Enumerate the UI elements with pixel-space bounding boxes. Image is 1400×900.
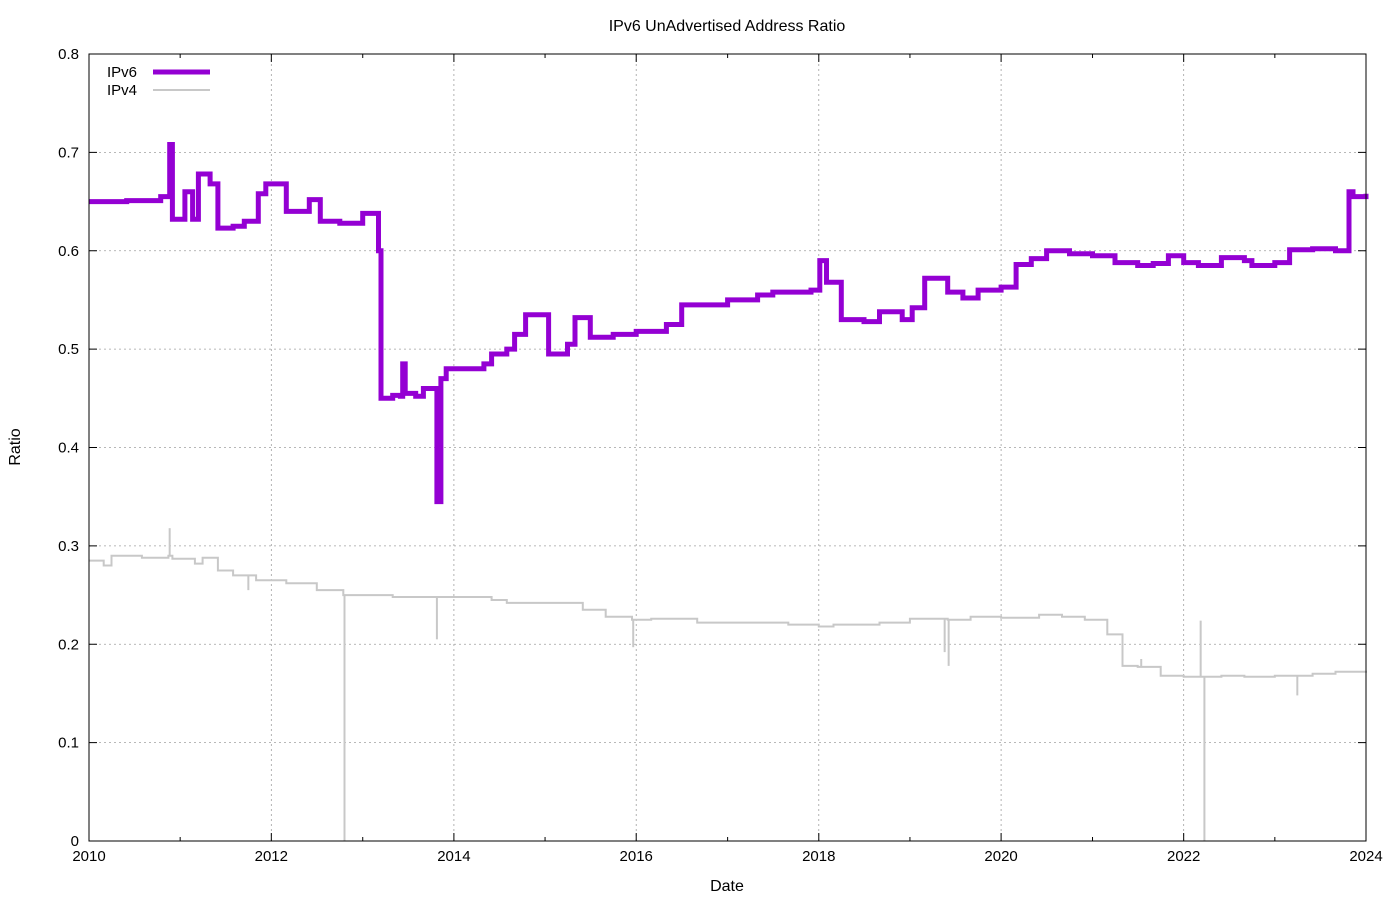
series-line-ipv4	[89, 554, 1367, 678]
legend-label-ipv4: IPv4	[107, 82, 137, 99]
x-tick-label: 2022	[1167, 848, 1200, 865]
x-axis-label: Date	[710, 878, 744, 895]
grid	[89, 54, 1366, 841]
y-tick-label: 0.1	[58, 735, 79, 752]
x-tick-label: 2018	[802, 848, 835, 865]
y-tick-label: 0.7	[58, 144, 79, 161]
series-line-ipv6	[89, 142, 1369, 505]
x-tick-label: 2016	[620, 848, 653, 865]
series-layer	[89, 142, 1369, 841]
series-ipv4	[89, 528, 1367, 841]
ticks: 0 0.1 0.2 0.3 0.4 0.5 0.6 0.7 0.8 2010 2012 2014 201…	[58, 46, 1383, 865]
y-tick-label: 0.8	[58, 46, 79, 63]
legend-label-ipv6: IPv6	[107, 64, 137, 81]
x-tick-label: 2010	[72, 848, 105, 865]
x-tick-label: 2014	[437, 848, 470, 865]
x-tick-label: 2024	[1349, 848, 1382, 865]
y-tick-label: 0.3	[58, 538, 79, 555]
x-tick-label: 2012	[255, 848, 288, 865]
y-tick-label: 0	[71, 833, 79, 850]
y-axis-label: Ratio	[7, 428, 24, 465]
y-tick-label: 0.2	[58, 636, 79, 653]
series-ipv6	[89, 142, 1369, 505]
y-tick-label: 0.4	[58, 440, 79, 457]
chart-title: IPv6 UnAdvertised Address Ratio	[609, 18, 846, 35]
y-tick-label: 0.5	[58, 341, 79, 358]
x-tick-label: 2020	[984, 848, 1017, 865]
y-tick-label: 0.6	[58, 243, 79, 260]
